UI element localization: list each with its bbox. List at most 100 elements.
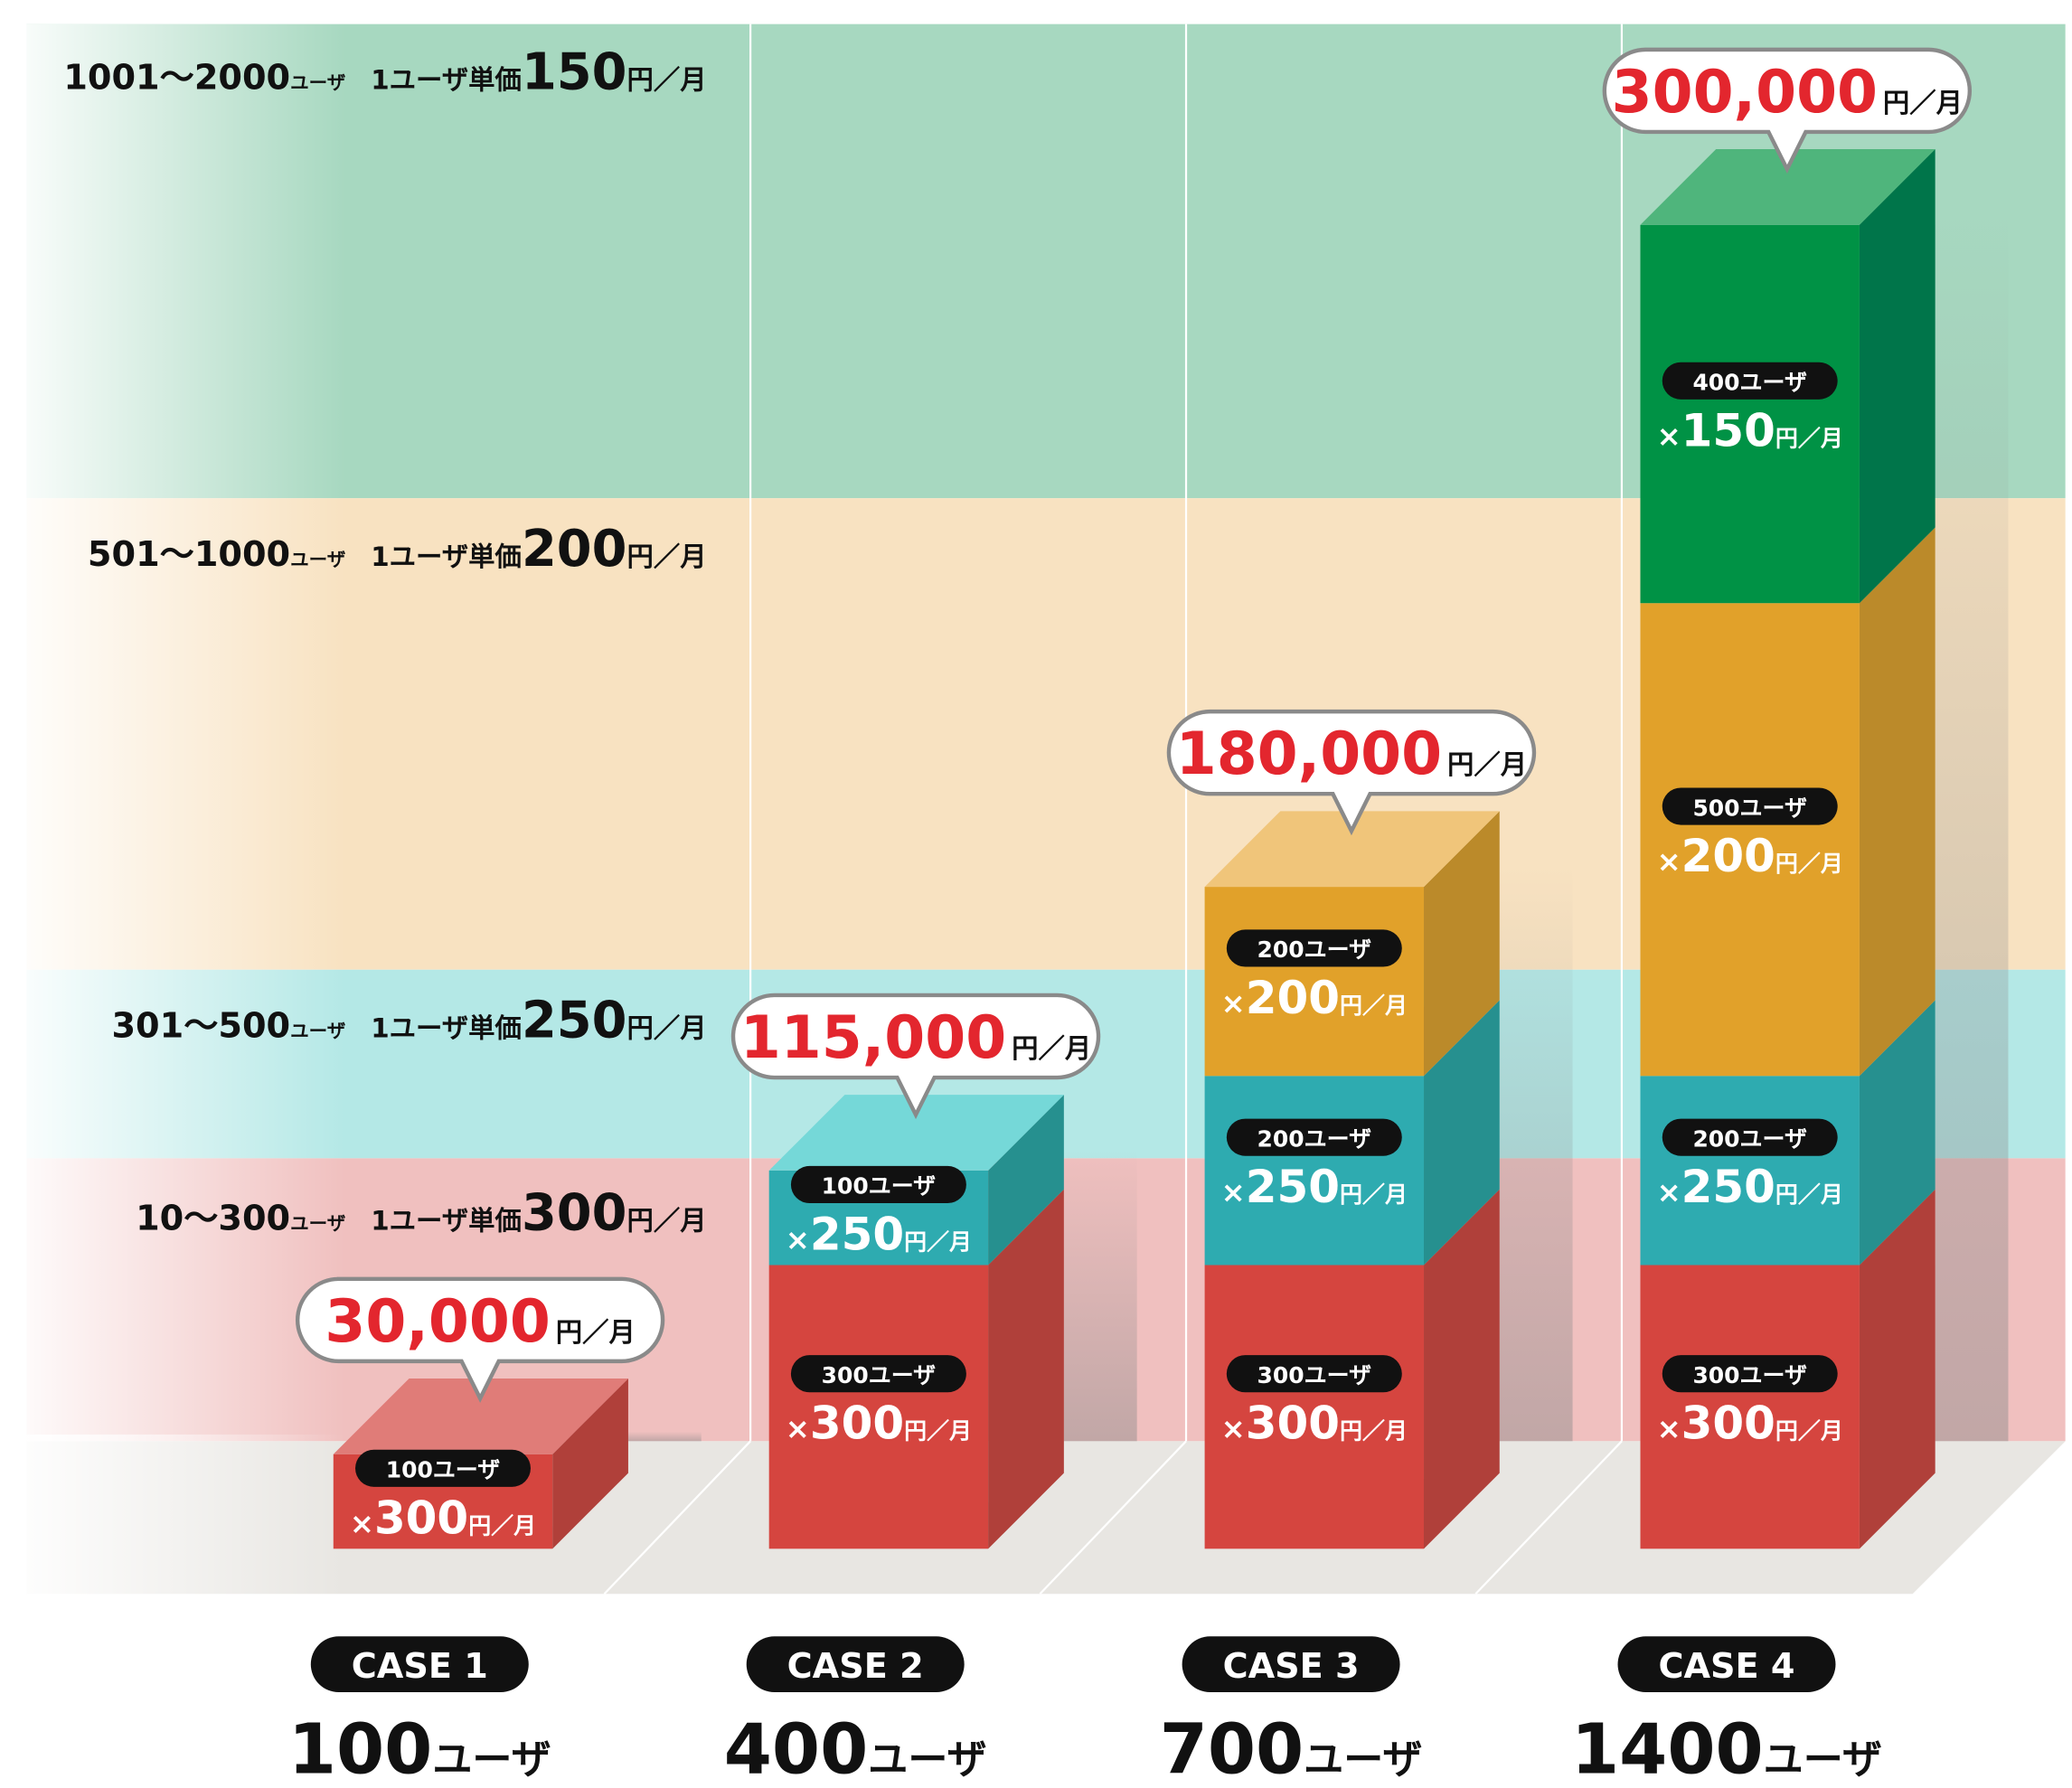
bar-segment-side [1424, 1189, 1500, 1549]
bar-segment-side [1424, 811, 1500, 1077]
segment-price: ×250円／月 [1221, 1161, 1408, 1213]
segment-price-unit: 円／月 [1775, 851, 1843, 877]
times-sign: × [1221, 1175, 1246, 1209]
case-users-value: 700 [1160, 1710, 1304, 1788]
segment-price: ×200円／月 [1657, 830, 1843, 882]
times-sign: × [786, 1412, 810, 1446]
bar-segment-side [1859, 1189, 1935, 1549]
segment-users-pill [1226, 1118, 1402, 1156]
bar-case-1: 100ユーザ ×300円／月 30,000 円／月 [295, 1276, 702, 1549]
case-users-unit: ユーザ [1304, 1737, 1422, 1783]
total-value: 300,000 [1612, 59, 1878, 127]
segment-price-unit: 円／月 [904, 1228, 972, 1255]
tier-price-label: 1ユーザ単価 [362, 1206, 522, 1237]
tier-range: 10～300 [136, 1200, 290, 1239]
segment-price-value: 300 [1246, 1397, 1340, 1450]
band-fade [0, 24, 345, 1605]
case-users: 1400ユーザ [1571, 1710, 1882, 1788]
case-users-unit: ユーザ [1764, 1737, 1882, 1783]
segment-price: ×300円／月 [1657, 1397, 1843, 1450]
times-sign: × [350, 1506, 374, 1540]
segment-price-value: 250 [1681, 1161, 1775, 1213]
segment-price-value: 300 [810, 1397, 904, 1450]
bar-segment-side [1859, 1000, 1935, 1266]
segment-users-pill [1662, 787, 1838, 825]
segment-price: ×250円／月 [1657, 1161, 1843, 1213]
case-users: 700ユーザ [1160, 1710, 1423, 1788]
floor-line [1474, 1440, 1623, 1595]
segment-users-label: 300ユーザ [1257, 1362, 1372, 1388]
case-pill [1182, 1636, 1400, 1693]
bar-segment-side [1859, 527, 1935, 1077]
segment-users-label: 100ユーザ [386, 1457, 501, 1483]
case-users-unit: ユーザ [432, 1737, 551, 1783]
segment-price-unit: 円／月 [1340, 1418, 1408, 1445]
case-label: CASE 4 [1658, 1647, 1794, 1687]
tier-label: 10～300ユーザ 1ユーザ単価300円／月 [136, 1184, 707, 1243]
segment-price-unit: 円／月 [1775, 1181, 1843, 1208]
segment-price-unit: 円／月 [468, 1512, 536, 1539]
segment-users-label: 500ユーザ [1692, 795, 1807, 821]
tier-label: 1001～2000ユーザ 1ユーザ単価150円／月 [63, 43, 706, 102]
tier-range: 1001～2000 [63, 59, 290, 99]
total-amount: 180,000 円／月 [1176, 720, 1527, 788]
case-pill [1617, 1636, 1836, 1693]
total-amount: 30,000 円／月 [325, 1288, 635, 1356]
segment-users-pill [1226, 1355, 1402, 1393]
bar-segment-front [1204, 887, 1425, 1077]
segment-users-pill [790, 1355, 966, 1393]
tier-unit: ユーザ [290, 549, 346, 570]
tier-price: 250 [522, 992, 627, 1050]
total-value: 30,000 [325, 1288, 550, 1356]
case-users-value: 1400 [1571, 1710, 1764, 1788]
total-value: 115,000 [740, 1004, 1006, 1072]
bar-segment-front [1640, 1076, 1860, 1266]
tier-price-unit: 円／月 [626, 541, 706, 572]
total-amount: 300,000 円／月 [1612, 59, 1963, 127]
case-label: CASE 3 [1223, 1647, 1360, 1687]
segment-users-pill [355, 1449, 531, 1487]
segment-users-label: 200ユーザ [1692, 1125, 1807, 1152]
case-users-unit: ユーザ [868, 1737, 986, 1783]
times-sign: × [1221, 986, 1246, 1021]
segment-price-value: 300 [1681, 1397, 1775, 1450]
segment-price-value: 250 [1246, 1161, 1340, 1213]
segment-users-label: 100ユーザ [822, 1173, 937, 1200]
segment-price: ×250円／月 [786, 1208, 972, 1260]
bar-segment-side [988, 1095, 1064, 1266]
segment-users-pill [790, 1165, 966, 1204]
tier-unit: ユーザ [290, 1021, 346, 1042]
segment-price-value: 200 [1246, 972, 1340, 1024]
total-callout [1602, 47, 1973, 174]
segment-price-unit: 円／月 [904, 1418, 972, 1445]
bar-case-4: 300ユーザ×300円／月200ユーザ×250円／月500ユーザ×200円／月4… [1602, 47, 2009, 1549]
floor-line [603, 1440, 751, 1595]
bar-case-3: 300ユーザ×300円／月200ユーザ×250円／月200ユーザ×200円／月1… [1166, 709, 1573, 1549]
segment-users-pill [1662, 1355, 1838, 1393]
times-sign: × [786, 1222, 810, 1256]
segment-price-value: 300 [374, 1492, 468, 1544]
tier-label: 501～1000ユーザ 1ユーザ単価200円／月 [88, 520, 707, 579]
segment-users-pill [1662, 1118, 1838, 1156]
tier-price-label: 1ユーザ単価 [362, 65, 522, 96]
total-callout [1166, 709, 1537, 836]
bar-segment-front [1640, 1265, 1860, 1549]
bar-segment-front [1640, 603, 1860, 1077]
bar-segment-front [1640, 224, 1860, 604]
times-sign: × [1657, 1175, 1681, 1209]
total-unit: 円／月 [1883, 88, 1963, 118]
floor-fade [0, 1434, 345, 1601]
segment-price-value: 150 [1681, 404, 1775, 456]
bar-segment-front [1204, 1265, 1425, 1549]
segment-users-label: 400ユーザ [1692, 370, 1807, 396]
total-callout [730, 993, 1101, 1120]
segment-price-unit: 円／月 [1775, 1418, 1843, 1445]
tier-price: 200 [522, 520, 627, 579]
bar-segment-front [1204, 1076, 1425, 1266]
bar-shadow [1935, 202, 2009, 1442]
segment-price-unit: 円／月 [1340, 1181, 1408, 1208]
bar-segment-side [552, 1378, 628, 1549]
total-callout [295, 1276, 665, 1403]
